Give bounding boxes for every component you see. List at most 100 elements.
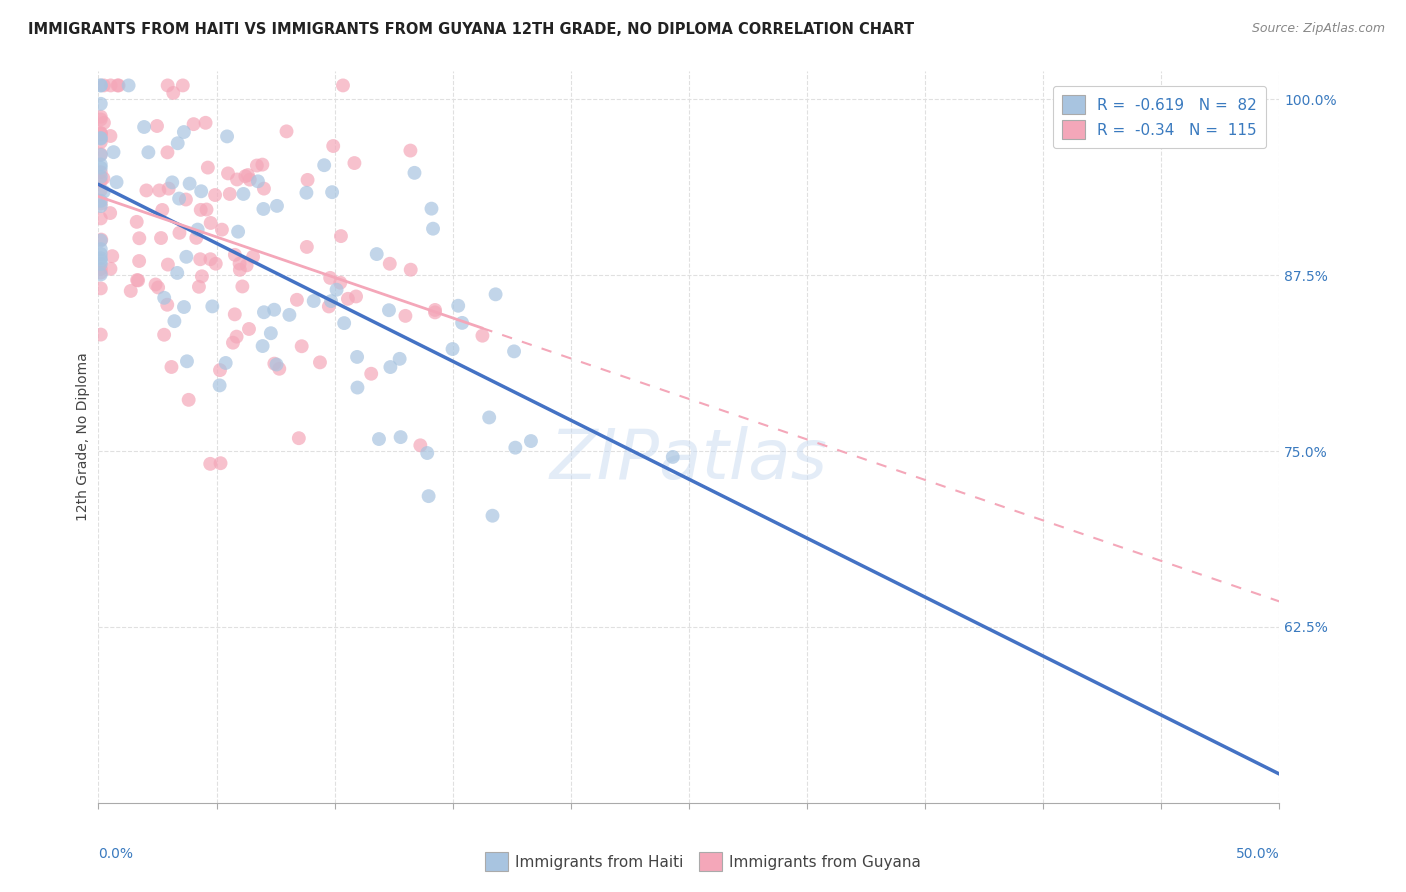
- Point: [226, 225, 249, 239]
- Point: [228, 256, 250, 270]
- Text: IMMIGRANTS FROM HAITI VS IMMIGRANTS FROM GUYANA 12TH GRADE, NO DIPLOMA CORRELATI: IMMIGRANTS FROM HAITI VS IMMIGRANTS FROM…: [28, 22, 914, 37]
- Point: [333, 316, 356, 330]
- Point: [90, 327, 112, 342]
- Point: [90, 211, 112, 226]
- Point: [263, 357, 285, 371]
- Text: 50.0%: 50.0%: [1236, 847, 1279, 861]
- Point: [128, 231, 150, 245]
- Point: [100, 128, 122, 143]
- Point: [160, 359, 183, 374]
- Point: [173, 300, 195, 314]
- Point: [423, 302, 446, 317]
- Text: 0.0%: 0.0%: [98, 847, 134, 861]
- Point: [260, 326, 283, 341]
- Point: [90, 147, 112, 161]
- Point: [478, 410, 501, 425]
- Point: [195, 202, 218, 217]
- Point: [173, 125, 195, 139]
- Point: [90, 161, 112, 175]
- Point: [145, 277, 167, 292]
- Point: [187, 222, 209, 236]
- Point: [332, 78, 354, 93]
- Point: [172, 78, 194, 93]
- Point: [394, 309, 416, 323]
- Point: [100, 261, 122, 276]
- Point: [200, 252, 222, 267]
- Point: [90, 126, 112, 140]
- Point: [236, 168, 259, 182]
- Point: [90, 112, 112, 127]
- Point: [215, 356, 238, 370]
- Point: [276, 124, 298, 138]
- Point: [451, 316, 474, 330]
- Point: [380, 359, 402, 374]
- Point: [252, 339, 274, 353]
- Point: [90, 148, 112, 162]
- Point: [135, 183, 157, 197]
- Point: [183, 117, 205, 131]
- Point: [90, 127, 112, 141]
- Point: [167, 192, 190, 206]
- Point: [200, 216, 222, 230]
- Point: [150, 202, 173, 217]
- Point: [229, 262, 252, 277]
- Point: [187, 280, 209, 294]
- Point: [138, 145, 160, 160]
- Point: [90, 78, 112, 93]
- Point: [157, 181, 180, 195]
- Point: [204, 257, 226, 271]
- Point: [218, 186, 240, 201]
- Point: [90, 257, 112, 271]
- Point: [420, 202, 443, 216]
- Point: [132, 120, 155, 134]
- Point: [346, 350, 368, 364]
- Point: [232, 186, 254, 201]
- Point: [90, 183, 112, 197]
- Point: [90, 165, 112, 179]
- Point: [416, 446, 439, 460]
- Point: [90, 242, 112, 256]
- Point: [117, 78, 139, 93]
- Point: [190, 202, 212, 217]
- Point: [93, 171, 115, 186]
- Point: [156, 78, 179, 93]
- Point: [90, 169, 112, 184]
- Text: ZIPatlas: ZIPatlas: [550, 425, 828, 492]
- Point: [100, 78, 122, 93]
- Point: [90, 261, 112, 276]
- Point: [103, 145, 125, 160]
- Point: [162, 175, 184, 189]
- Point: [378, 303, 401, 318]
- Point: [378, 257, 401, 271]
- Point: [291, 339, 314, 353]
- Point: [194, 116, 217, 130]
- Point: [388, 351, 411, 366]
- Point: [90, 251, 112, 265]
- Point: [90, 234, 112, 248]
- Point: [226, 172, 249, 186]
- Point: [231, 279, 253, 293]
- Point: [319, 294, 342, 309]
- Point: [399, 144, 422, 158]
- Point: [93, 78, 115, 93]
- Point: [186, 231, 208, 245]
- Point: [246, 174, 269, 188]
- Point: [127, 273, 149, 287]
- Point: [98, 206, 121, 220]
- Point: [344, 289, 367, 303]
- Point: [322, 139, 344, 153]
- Point: [242, 250, 264, 264]
- Point: [200, 457, 222, 471]
- Point: [197, 161, 219, 175]
- Point: [90, 268, 112, 282]
- Point: [235, 259, 257, 273]
- Point: [295, 240, 318, 254]
- Point: [90, 247, 112, 261]
- Point: [263, 302, 285, 317]
- Point: [169, 226, 191, 240]
- Point: [239, 172, 262, 186]
- Point: [297, 173, 319, 187]
- Point: [238, 322, 260, 336]
- Point: [156, 145, 179, 160]
- Point: [162, 86, 184, 100]
